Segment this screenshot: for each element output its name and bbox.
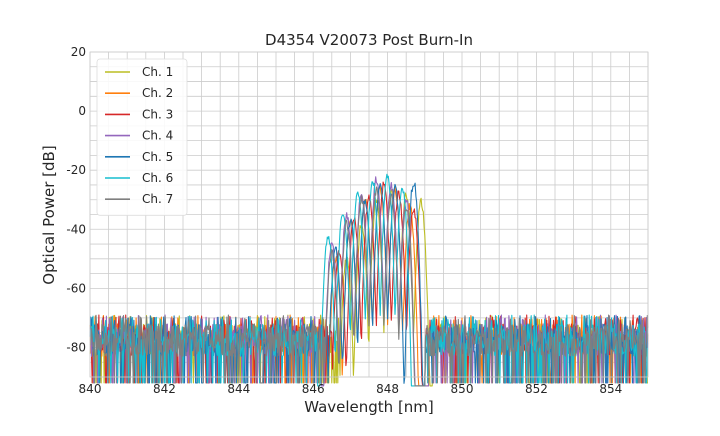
x-tick-label: 850 (451, 382, 474, 396)
legend-label: Ch. 5 (142, 150, 173, 164)
y-tick-label: 0 (78, 104, 86, 118)
x-tick-label: 854 (599, 382, 622, 396)
legend-box (96, 58, 188, 216)
y-tick-label: -20 (66, 163, 86, 177)
chart-title: D4354 V20073 Post Burn-In (265, 31, 473, 49)
x-axis-label: Wavelength [nm] (304, 398, 434, 416)
x-tick-label: 844 (227, 382, 250, 396)
x-tick-label: 840 (79, 382, 102, 396)
y-tick-label: -80 (66, 340, 86, 354)
legend-label: Ch. 3 (142, 107, 173, 121)
legend-label: Ch. 4 (142, 129, 173, 143)
y-tick-label: 20 (71, 45, 86, 59)
x-tick-label: 846 (302, 382, 325, 396)
legend-label: Ch. 1 (142, 65, 173, 79)
x-tick-label: 848 (376, 382, 399, 396)
x-tick-label: 842 (153, 382, 176, 396)
legend: Ch. 1 Ch. 2 Ch. 3 Ch. 4 Ch. 5 Ch. 6 Ch. 7 (96, 58, 188, 216)
y-axis-label: Optical Power [dB] (40, 145, 58, 284)
series-line-ch7 (89, 186, 649, 387)
y-tick-label: -40 (66, 222, 86, 236)
plot-frame (89, 51, 649, 378)
y-ticks: -80 -60 -40 -20 0 20 (66, 45, 86, 354)
legend-label: Ch. 7 (142, 192, 173, 206)
legend-label: Ch. 2 (142, 86, 173, 100)
legend-label: Ch. 6 (142, 171, 173, 185)
x-tick-label: 852 (525, 382, 548, 396)
series-layer (89, 173, 649, 387)
x-ticks: 840 842 844 846 848 850 852 854 (79, 382, 623, 396)
y-tick-label: -60 (66, 281, 86, 295)
